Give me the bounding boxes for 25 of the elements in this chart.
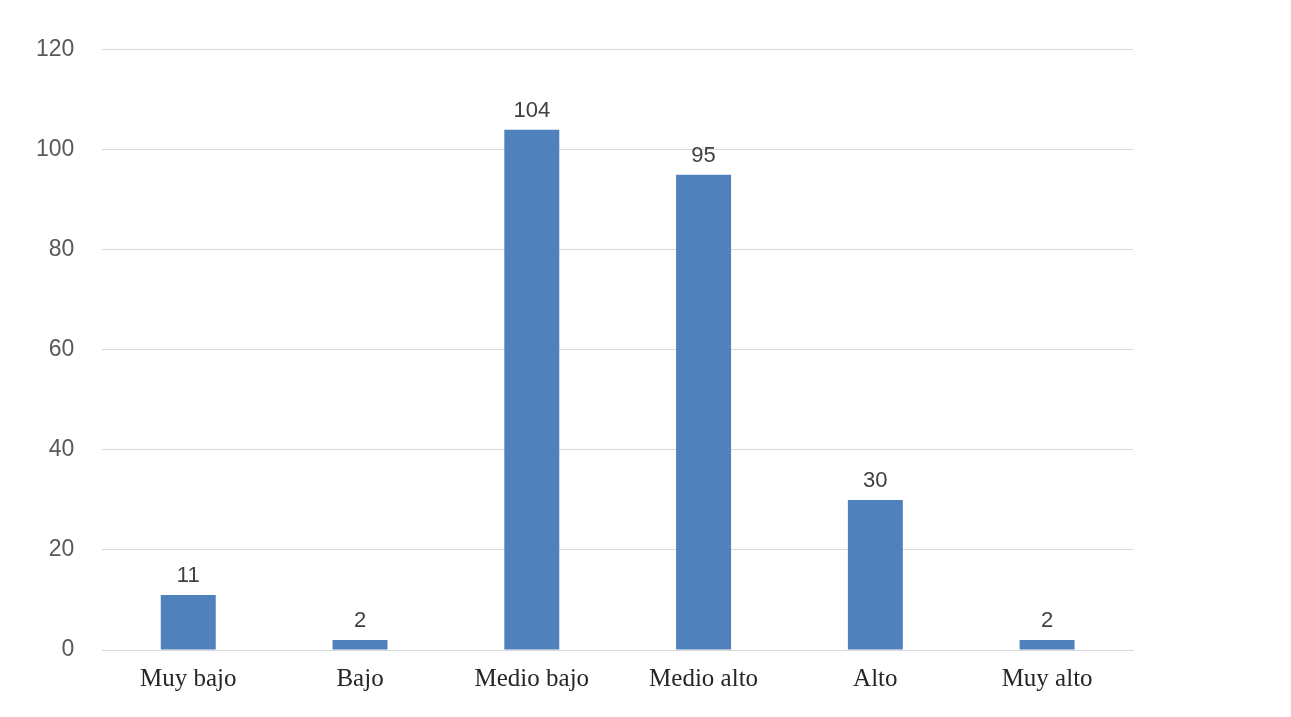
- bar: [332, 640, 388, 650]
- bar: [847, 499, 903, 650]
- y-tick-label: 100: [36, 135, 75, 162]
- data-label: 30: [863, 467, 888, 493]
- data-label: 95: [691, 141, 716, 167]
- y-tick-label: 40: [48, 435, 75, 462]
- y-tick-label: 0: [61, 635, 75, 662]
- bar: [504, 129, 560, 650]
- y-tick-label: 80: [48, 235, 75, 262]
- x-tick-label: Bajo: [336, 663, 384, 691]
- bar: [676, 174, 732, 650]
- bar: [160, 594, 216, 650]
- y-tick-label: 20: [48, 535, 75, 562]
- x-tick-label: Muy bajo: [139, 663, 237, 691]
- x-tick-label: Medio bajo: [474, 663, 590, 691]
- data-label: 104: [513, 96, 551, 122]
- data-label: 11: [176, 562, 200, 588]
- x-tick-label: Muy alto: [1001, 663, 1093, 691]
- y-tick-label: 60: [48, 335, 75, 362]
- x-tick-label: Medio alto: [649, 663, 759, 691]
- y-tick-label: 120: [36, 35, 75, 62]
- data-label: 2: [353, 607, 367, 633]
- x-tick-label: Alto: [853, 663, 898, 691]
- bar: [1019, 640, 1075, 650]
- data-label: 2: [1040, 607, 1054, 633]
